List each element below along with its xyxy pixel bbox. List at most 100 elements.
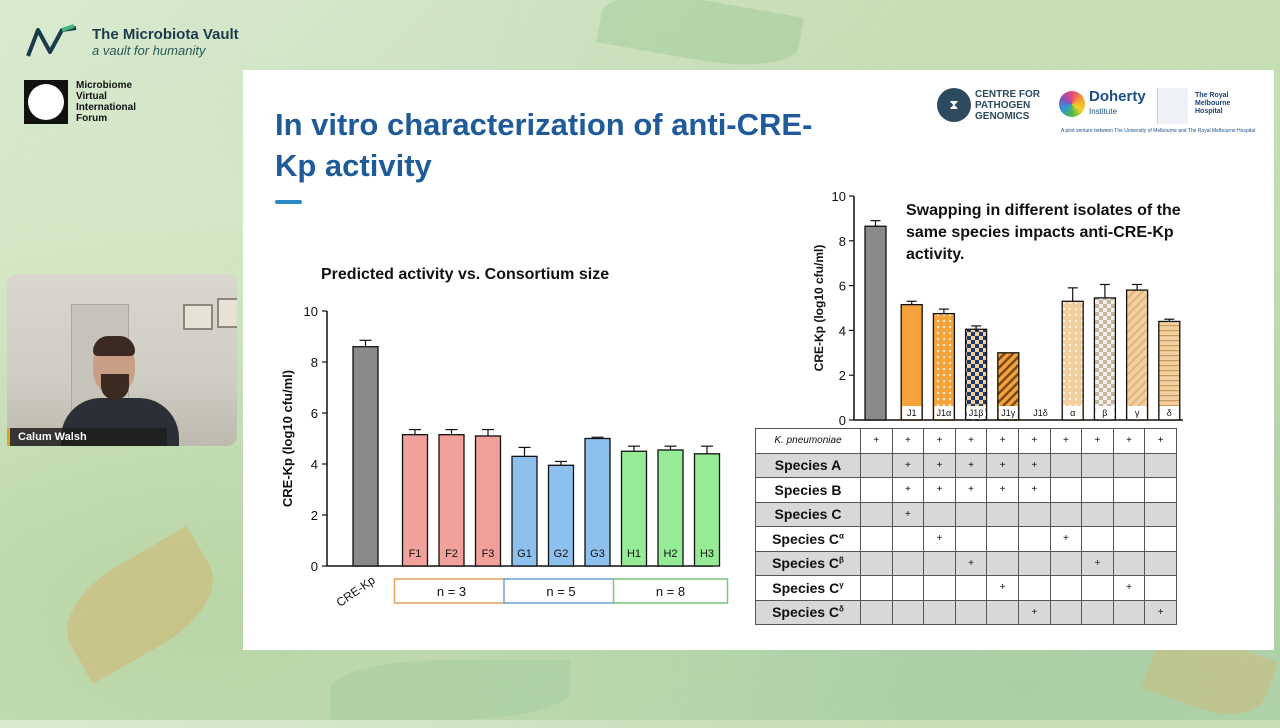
left-chart-title: Predicted activity vs. Consortium size	[321, 266, 610, 283]
y-tick-label: 0	[839, 413, 846, 428]
bar-label: J1γ	[1001, 408, 1016, 418]
matrix-cell: +	[986, 428, 1019, 454]
matrix-cell	[1081, 599, 1114, 625]
matrix-cell: +	[986, 452, 1019, 478]
bar-label-bg	[1127, 406, 1147, 419]
bar-label: α	[1070, 408, 1075, 418]
bar	[900, 303, 923, 421]
unimelb-crest-icon	[1157, 88, 1188, 124]
bar-label-bg	[1063, 406, 1083, 419]
matrix-cell	[1081, 452, 1114, 478]
matrix-cell: +	[891, 452, 925, 478]
forum-logo: Microbiome Virtual International Forum	[24, 80, 136, 124]
matrix-row-label: Species B	[755, 477, 861, 503]
vault-m-icon	[26, 24, 77, 57]
matrix-cell	[891, 575, 925, 601]
matrix-cell	[923, 599, 956, 625]
rmh-logo: The Royal Melbourne Hospital	[1195, 92, 1265, 116]
bar-label: G3	[590, 548, 605, 560]
title-underline	[275, 200, 302, 204]
bar-label-bg	[902, 406, 922, 419]
group-box	[612, 578, 729, 604]
speaker-name-tag: Calum Walsh	[7, 428, 167, 446]
matrix-cell: +	[860, 428, 893, 454]
group-box	[503, 578, 619, 604]
y-tick-label: 10	[304, 304, 318, 319]
matrix-cell: +	[923, 477, 956, 503]
bar-label: F2	[445, 548, 458, 560]
bar-label: J1	[907, 408, 917, 418]
bar-label-bg	[1159, 406, 1179, 419]
matrix-cell: +	[1112, 575, 1146, 601]
rmh-line: Melbourne	[1195, 100, 1231, 107]
bar-label-bg	[966, 406, 986, 419]
matrix-cell	[1049, 550, 1083, 576]
group-label: n = 3	[437, 584, 466, 599]
matrix-row-label: Species Cγ	[755, 575, 861, 601]
matrix-cell: +	[954, 477, 988, 503]
matrix-cell	[1144, 452, 1177, 478]
matrix-cell	[1049, 477, 1083, 503]
matrix-cell: +	[891, 501, 925, 527]
y-tick-label: 6	[311, 406, 318, 421]
y-tick-label: 4	[311, 457, 318, 472]
bar-label: H3	[700, 548, 714, 560]
bar-label: β	[1102, 408, 1107, 418]
matrix-cell: +	[1144, 428, 1177, 454]
matrix-row-label: Species Cβ	[755, 550, 861, 576]
matrix-row: Species B + + + + +	[755, 477, 1177, 503]
matrix-cell	[1112, 477, 1146, 503]
bar	[864, 225, 887, 421]
left-bar-chart: 0 2 4 6 8 10 CRE-Kp (log10 cfu/ml) CRE-Kp F1 F2 F3…	[280, 304, 729, 610]
group-label: n = 5	[546, 584, 575, 599]
matrix-row-label: Species C	[755, 501, 861, 527]
matrix-cell	[986, 501, 1019, 527]
matrix-cell	[1112, 526, 1146, 552]
background-leaf	[48, 526, 232, 684]
matrix-row-superscript: α	[839, 531, 844, 541]
matrix-cell	[860, 575, 893, 601]
matrix-cell	[860, 452, 893, 478]
bar-label: CRE-Kp	[334, 573, 378, 610]
logos-tagline: A joint venture between The University o…	[1061, 128, 1256, 134]
wall-picture	[183, 304, 213, 330]
bar	[352, 346, 379, 567]
bar	[620, 450, 648, 567]
forum-line: International	[76, 102, 137, 113]
matrix-row: K. pneumoniae + + + + + + + + + +	[755, 428, 1177, 454]
matrix-cell	[1049, 452, 1083, 478]
bar	[693, 453, 721, 567]
matrix-cell: +	[986, 575, 1019, 601]
matrix-cell	[1049, 501, 1083, 527]
matrix-cell	[1144, 550, 1177, 576]
matrix-row: Species A + + + + +	[755, 452, 1177, 478]
matrix-cell	[891, 550, 925, 576]
bar-label-bg	[934, 406, 954, 419]
matrix-cell	[954, 599, 988, 625]
bar	[1061, 300, 1084, 421]
speaker-video[interactable]	[7, 274, 237, 446]
right-chart-title: Swapping in different isolates of the sa…	[906, 202, 1181, 263]
matrix-cell	[860, 550, 893, 576]
bar-label: G2	[554, 548, 569, 560]
matrix-row-label: Species Cδ	[755, 599, 861, 625]
dna-icon: ⧗	[937, 88, 971, 122]
matrix-cell	[1144, 526, 1177, 552]
matrix-cell: +	[923, 452, 956, 478]
matrix-cell	[1081, 501, 1114, 527]
bar-label: F3	[482, 548, 495, 560]
forum-line: Virtual	[76, 91, 107, 102]
matrix-cell	[954, 575, 988, 601]
matrix-cell	[1017, 550, 1051, 576]
matrix-row-label: K. pneumoniae	[755, 428, 861, 454]
bar	[932, 312, 956, 421]
matrix-row: Species Cγ + +	[755, 575, 1177, 601]
matrix-row: Species Cβ + +	[755, 550, 1177, 576]
y-tick-label: 0	[311, 559, 318, 574]
vault-subtitle: a vault for humanity	[92, 43, 206, 58]
doherty-mark-icon	[1059, 91, 1085, 117]
matrix-cell: +	[891, 477, 925, 503]
bar	[438, 434, 465, 567]
background-leaf	[596, 0, 804, 77]
matrix-cell	[954, 526, 988, 552]
